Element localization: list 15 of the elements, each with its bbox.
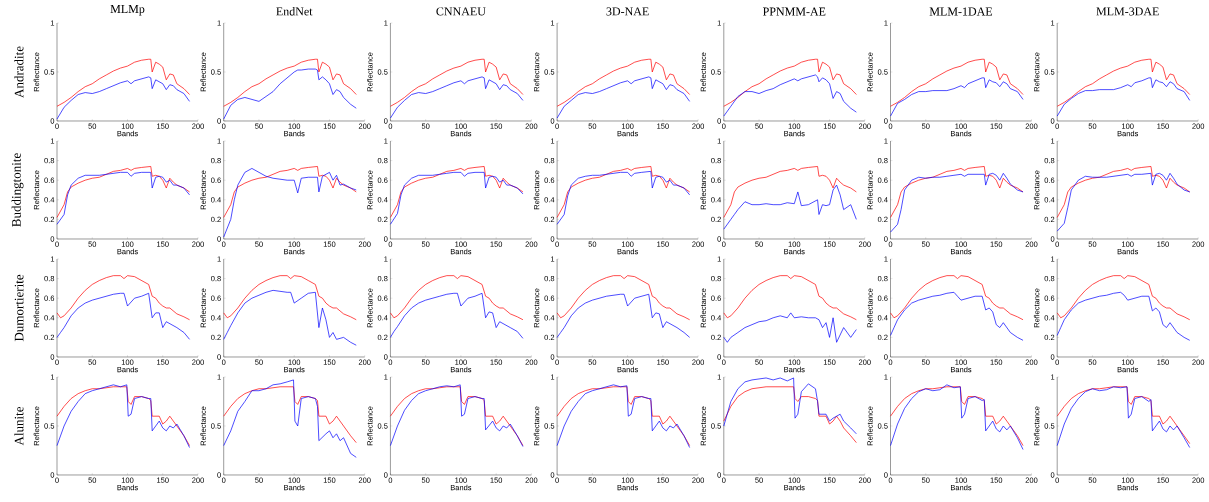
- chart-title: MLM-1DAE: [929, 7, 993, 16]
- text: Andradite: [14, 46, 24, 98]
- chart-title: 3D-NAE: [606, 7, 649, 16]
- text: Buddingtonite: [11, 153, 24, 227]
- chart-title: CNNAEU: [436, 7, 486, 16]
- text: Dumortierite: [14, 274, 24, 342]
- line-series: [223, 379, 357, 458]
- chart-title: PPNMM-AE: [762, 7, 826, 16]
- line-series: [390, 166, 524, 218]
- line-series: [723, 184, 857, 230]
- text: Alunite: [14, 406, 24, 446]
- chart-title: EndNet: [276, 7, 313, 16]
- chart-title: MLM-3DAE: [1096, 7, 1159, 16]
- chart-title: MLMp: [110, 5, 145, 16]
- line-series: [223, 275, 357, 321]
